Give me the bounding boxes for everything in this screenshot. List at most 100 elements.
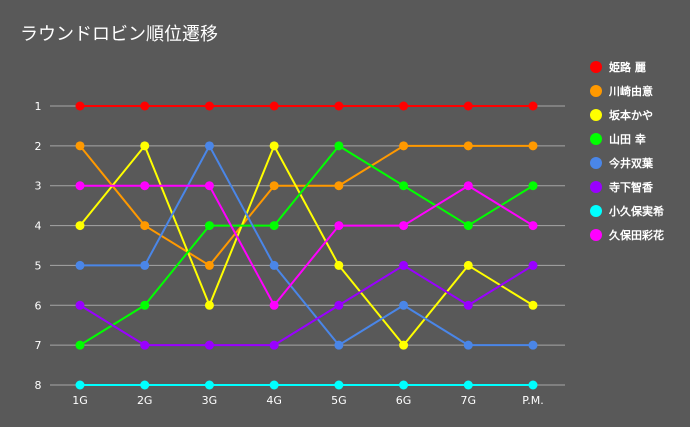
data-point: [399, 300, 409, 310]
series-group: [75, 101, 538, 111]
data-point: [140, 181, 150, 191]
data-point: [75, 380, 85, 390]
legend-marker: [590, 109, 602, 121]
data-point: [140, 380, 150, 390]
data-point: [204, 141, 214, 151]
legend-item: 小久保実希: [590, 204, 664, 218]
legend-label: 久保田彩花: [609, 228, 664, 242]
data-point: [204, 101, 214, 111]
data-point: [269, 300, 279, 310]
legend-label: 姫路 麗: [609, 60, 646, 74]
legend-item: 山田 幸: [590, 132, 646, 146]
y-tick-label: 6: [35, 299, 42, 312]
data-point: [269, 380, 279, 390]
legend-marker: [590, 181, 602, 193]
data-point: [463, 380, 473, 390]
legend-label: 今井双葉: [608, 156, 654, 170]
grid-layer: [50, 105, 565, 386]
legend-marker: [590, 229, 602, 241]
data-point: [204, 181, 214, 191]
data-point: [140, 221, 150, 231]
data-point: [463, 300, 473, 310]
y-tick-label: 8: [35, 379, 42, 392]
data-point: [204, 221, 214, 231]
x-tick-label: 2G: [137, 394, 153, 407]
x-tick-label: 1G: [72, 394, 88, 407]
x-tick-label: P.M.: [522, 394, 543, 407]
data-point: [463, 260, 473, 270]
data-point: [463, 340, 473, 350]
legend-label: 川崎由意: [608, 84, 653, 98]
legend-marker: [590, 205, 602, 217]
series-group: [75, 141, 538, 350]
data-point: [140, 340, 150, 350]
series-line: [79, 264, 534, 347]
data-point: [528, 101, 538, 111]
legend-marker: [590, 85, 602, 97]
y-tick-label: 2: [35, 140, 42, 153]
y-tick-label: 5: [35, 259, 42, 272]
data-point: [528, 181, 538, 191]
data-point: [269, 340, 279, 350]
x-tick-label: 4G: [266, 394, 282, 407]
data-point: [334, 340, 344, 350]
legend-item: 坂本かや: [590, 108, 653, 122]
legend-marker: [590, 157, 602, 169]
data-point: [75, 300, 85, 310]
legend-item: 寺下智香: [590, 180, 654, 194]
legend-marker: [590, 133, 602, 145]
x-tick-label: 5G: [331, 394, 347, 407]
data-point: [269, 260, 279, 270]
y-tick-label: 4: [35, 220, 42, 233]
y-tick-label: 3: [35, 180, 42, 193]
series-group: [75, 260, 538, 350]
series-line: [80, 184, 534, 307]
legend-item: 川崎由意: [590, 84, 653, 98]
data-point: [463, 181, 473, 191]
data-point: [528, 380, 538, 390]
legend-label: 山田 幸: [609, 132, 646, 146]
legend-marker: [590, 61, 602, 73]
data-point: [269, 221, 279, 231]
legend-label: 小久保実希: [608, 204, 664, 218]
data-point: [75, 221, 85, 231]
series-group: [75, 141, 538, 350]
y-tick-label: 7: [35, 339, 42, 352]
data-point: [399, 101, 409, 111]
data-point: [399, 141, 409, 151]
legend-item: 久保田彩花: [590, 228, 664, 242]
x-tick-label: 3G: [202, 394, 218, 407]
data-point: [269, 141, 279, 151]
data-point: [75, 260, 85, 270]
data-point: [528, 221, 538, 231]
x-tick-label: 7G: [461, 394, 477, 407]
chart-title: ラウンドロビン順位遷移: [20, 24, 218, 45]
data-point: [528, 141, 538, 151]
data-point: [334, 300, 344, 310]
data-point: [399, 340, 409, 350]
data-point: [204, 380, 214, 390]
y-tick-label: 1: [35, 100, 42, 113]
data-point: [75, 141, 85, 151]
data-point: [204, 300, 214, 310]
data-point: [463, 221, 473, 231]
data-point: [399, 221, 409, 231]
data-point: [463, 101, 473, 111]
x-tick-label: 6G: [396, 394, 412, 407]
data-point: [75, 340, 85, 350]
data-point: [334, 221, 344, 231]
data-point: [528, 260, 538, 270]
data-point: [140, 141, 150, 151]
legend-label: 寺下智香: [609, 180, 654, 194]
data-point: [269, 101, 279, 111]
data-point: [334, 260, 344, 270]
axis-layer: 1 2 3 4 5 6 7 8 1G 2G 3G 4G 5G 6G 7G P.M.: [35, 100, 544, 407]
data-point: [334, 141, 344, 151]
data-point: [399, 260, 409, 270]
data-point: [399, 181, 409, 191]
data-point: [204, 340, 214, 350]
data-point: [75, 101, 85, 111]
